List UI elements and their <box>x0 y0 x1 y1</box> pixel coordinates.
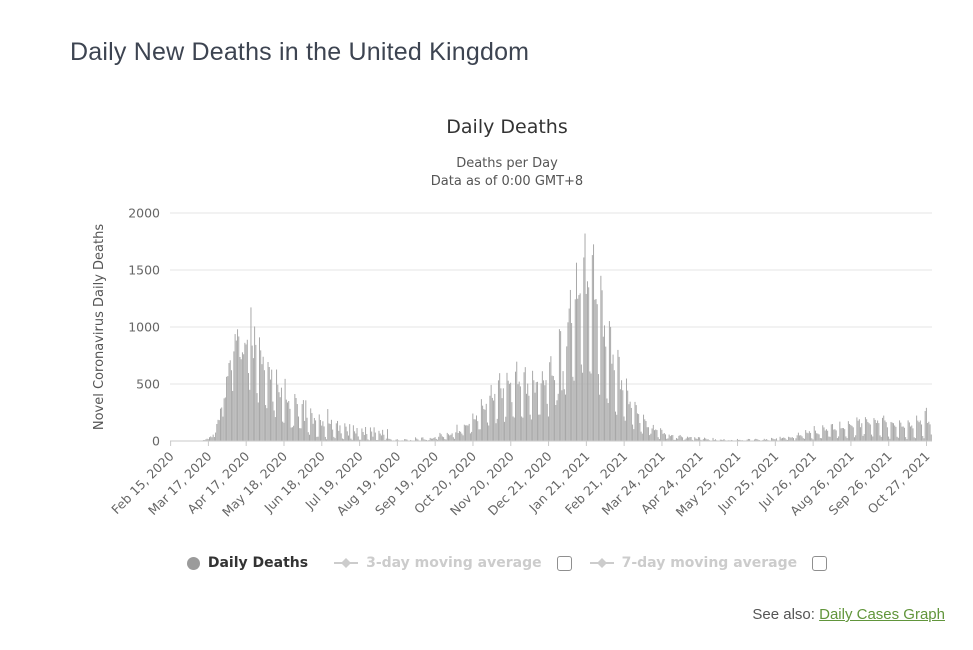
legend-label-daily-deaths: Daily Deaths <box>207 555 309 571</box>
svg-text:2000: 2000 <box>128 206 160 221</box>
legend-item-daily-deaths[interactable]: Daily Deaths <box>186 555 309 571</box>
svg-text:0: 0 <box>152 434 160 449</box>
page-title: Daily New Deaths in the United Kingdom <box>70 38 530 66</box>
checkbox-7-day-moving-average[interactable] <box>812 555 828 571</box>
svg-text:1500: 1500 <box>128 263 160 278</box>
see-also: See also: Daily Cases Graph <box>752 606 945 623</box>
legend-item-7-day-moving-average[interactable]: 7-day moving average <box>589 555 798 571</box>
legend-item-3-day-moving-average[interactable]: 3-day moving average <box>334 555 542 571</box>
y-axis-title: Novel Coronavirus Daily Deaths <box>92 224 107 430</box>
checkbox-3-day-moving-average[interactable] <box>556 555 572 571</box>
chart-subtitle-line2: Data as of 0:00 GMT+8 <box>430 174 584 189</box>
x-axis-line <box>170 440 932 446</box>
svg-text:500: 500 <box>136 377 160 392</box>
legend-label-7-day-moving-average: 7-day moving average <box>621 555 798 571</box>
bars-series-daily-deaths[interactable] <box>187 233 932 441</box>
svg-text:1000: 1000 <box>128 320 160 335</box>
y-axis-tick-labels: 0 500 1000 1500 2000 <box>128 206 160 449</box>
see-also-prefix: See also: <box>752 606 815 623</box>
series-marker-line-diamond-icon <box>334 558 359 568</box>
series-marker-circle-icon <box>186 556 200 570</box>
chart-title: Daily Deaths <box>446 116 568 138</box>
svg-text:Novel Coronavirus Daily Deaths: Novel Coronavirus Daily Deaths <box>92 224 107 430</box>
chart-subtitle-line1: Deaths per Day <box>456 156 558 171</box>
daily-cases-graph-link[interactable]: Daily Cases Graph <box>819 606 945 623</box>
series-marker-line-diamond-icon <box>589 558 614 568</box>
chart-legend: Daily Deaths 3-day moving average 7-day … <box>72 552 942 574</box>
legend-label-3-day-moving-average: 3-day moving average <box>366 555 542 571</box>
